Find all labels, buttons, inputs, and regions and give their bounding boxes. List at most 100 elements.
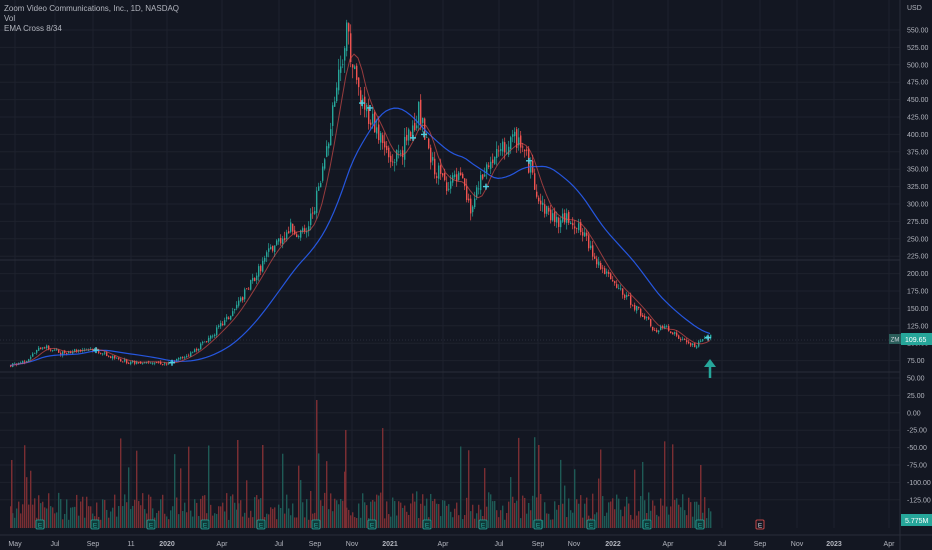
volume-bar [224,511,226,528]
candle-body [506,152,508,154]
volume-bar [44,507,46,528]
price-tick-label: -125.00 [907,497,931,504]
volume-bar [204,495,206,528]
candle-body [492,159,494,164]
candle-body [116,357,118,359]
candle-body [292,223,294,232]
price-tick-label: -25.00 [907,428,927,435]
volume-bar [490,494,492,528]
candle-body [508,146,510,155]
candle-body [494,156,496,164]
volume-bar [516,500,518,528]
volume-bar [160,499,162,528]
volume-bar [350,515,352,528]
candle-body [626,295,628,298]
candle-body [686,340,688,343]
volume-bar [156,512,158,528]
volume-bar [262,445,264,528]
ema-cross-marker [359,100,365,107]
legend-title[interactable]: Zoom Video Communications, Inc., 1D, NAS… [4,4,180,13]
candle-body [282,238,284,245]
candle-body [166,363,168,365]
volume-bar [226,493,228,528]
candle-body [696,346,698,348]
candle-body [156,362,158,364]
volume-bar [632,519,634,528]
candle-body [242,297,244,301]
volume-bar [392,497,394,528]
candle-body [48,345,50,350]
earnings-marker-label: E [370,523,375,530]
candle-body [234,308,236,311]
volume-bar [68,519,70,528]
candle-body [668,326,670,331]
last-price-label: 109.65 [905,337,927,344]
volume-bar [666,506,668,528]
candle-body [544,204,546,214]
candle-body [52,350,54,351]
candle-body [306,231,308,233]
candle-body [104,352,106,354]
volume-bar [168,519,170,528]
volume-bar [72,507,74,528]
volume-bar [626,496,628,528]
candle-body [416,125,418,129]
time-tick-label: 2022 [605,541,621,548]
volume-bar [274,507,276,528]
volume-bar [370,501,372,528]
volume-bar [582,517,584,528]
ema-slow-line [9,107,711,367]
candle-body [646,317,648,318]
candle-body [376,127,378,134]
volume-bar [502,505,504,528]
candle-body [430,147,432,163]
volume-bar [540,494,542,528]
candle-body [578,223,580,231]
legend-indicator[interactable]: EMA Cross 8/34 [4,24,62,33]
volume-bar [142,493,144,528]
candle-body [142,362,144,364]
candle-body [262,260,264,272]
time-tick-label: Nov [346,541,359,548]
volume-bar [530,510,532,528]
candle-body [664,326,666,329]
volume-bar [662,505,664,528]
earnings-marker [90,519,100,530]
volume-bar [172,506,174,528]
volume-bar [466,497,468,528]
volume-bar [372,500,374,528]
candle-body [206,341,208,342]
volume-bar [164,513,166,528]
volume-bar [488,492,490,528]
volume-bar [42,501,44,528]
volume-bar [602,496,604,528]
volume-bar [648,492,650,528]
candle-body [512,134,514,137]
volume-bar [634,469,636,528]
volume-bar [464,515,466,528]
legend-volume[interactable]: Vol [4,14,16,23]
candle-body [676,332,678,336]
candle-body [10,365,12,367]
volume-bar [216,513,218,528]
volume-bar [408,514,410,528]
candle-body [338,69,340,91]
candle-body [108,355,110,357]
volume-bar [578,503,580,528]
candle-body [516,129,518,148]
volume-bar [492,501,494,528]
volume-bar [84,517,86,528]
candle-body [230,315,232,320]
candle-body [334,101,336,107]
volume-bar [286,494,288,528]
candle-body [682,338,684,340]
earnings-marker [478,519,488,530]
price-tick-label: 25.00 [907,393,925,400]
volume-bar [116,516,118,528]
volume-bar [538,445,540,528]
volume-bar [130,509,132,528]
candle-body [348,23,350,32]
volume-bar [354,517,356,528]
